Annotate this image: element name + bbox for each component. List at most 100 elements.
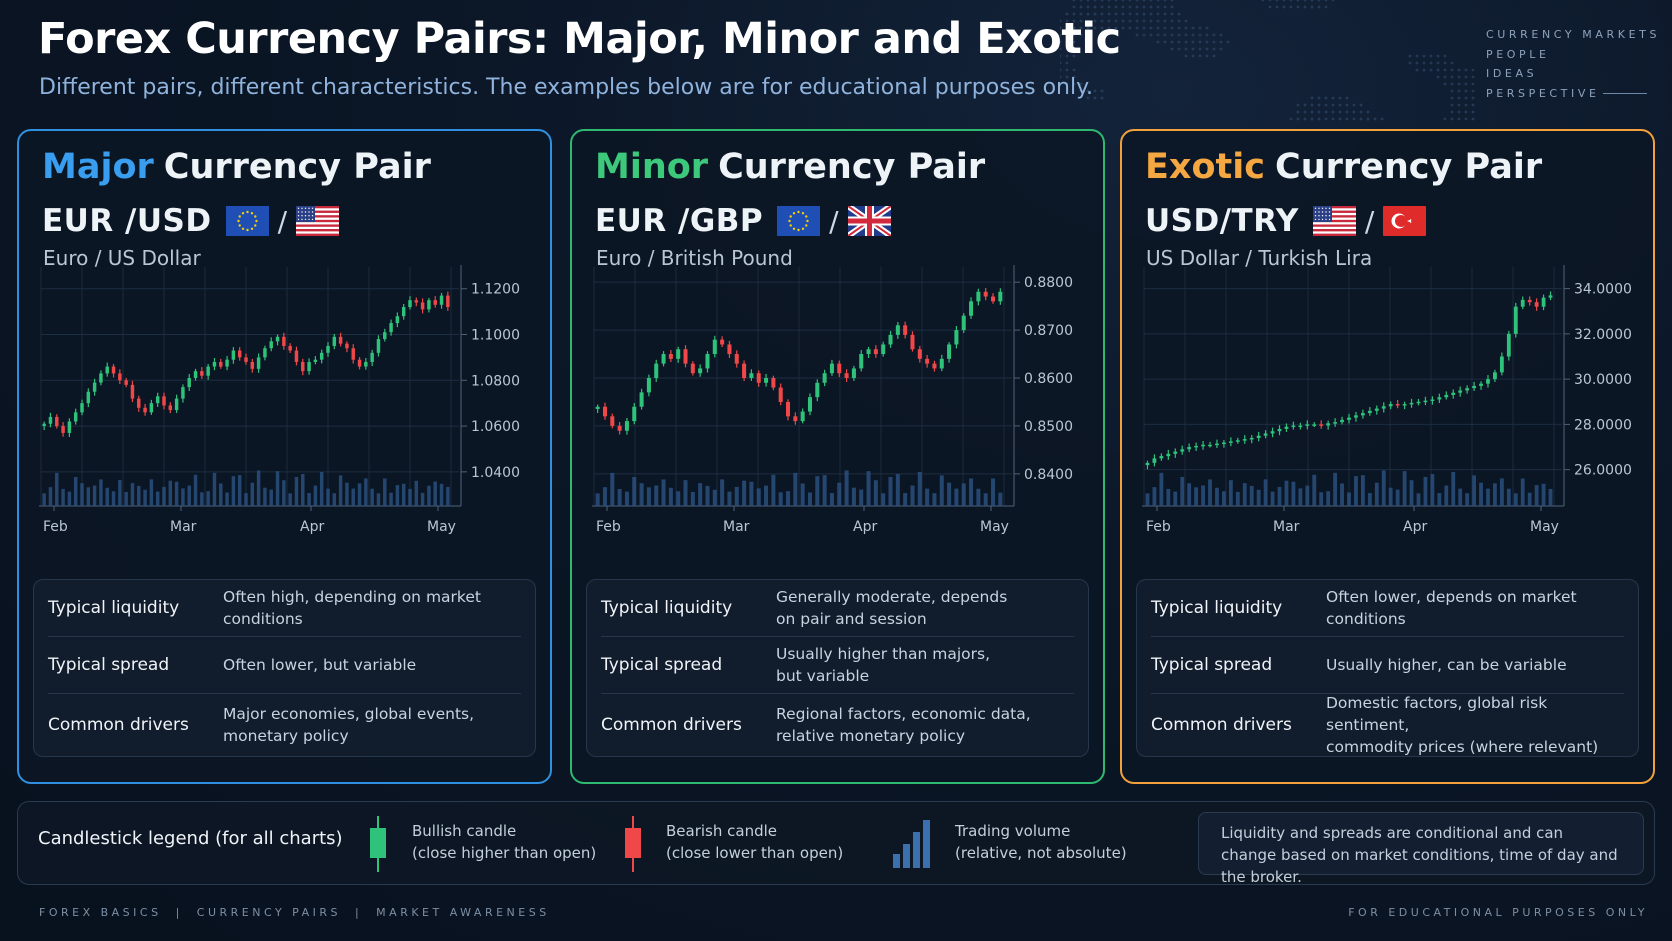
volume-bar bbox=[610, 472, 615, 506]
candle bbox=[1520, 296, 1525, 310]
y-tick-label: 32.0000 bbox=[1574, 327, 1632, 343]
y-tick-label: 0.8600 bbox=[1024, 371, 1073, 387]
candle bbox=[99, 370, 103, 386]
candle bbox=[939, 354, 944, 372]
candle bbox=[1416, 398, 1421, 406]
volume-bar bbox=[1534, 485, 1539, 506]
characteristic-label: Typical liquidity bbox=[48, 598, 180, 618]
candle bbox=[168, 402, 173, 414]
volume-bar bbox=[815, 476, 820, 506]
x-tick-label: Mar bbox=[723, 519, 750, 535]
candle bbox=[983, 287, 988, 301]
volume-bar bbox=[1166, 488, 1171, 506]
volume-bar bbox=[55, 472, 59, 506]
volume-bar bbox=[256, 470, 261, 506]
candle bbox=[1541, 294, 1546, 311]
candle bbox=[376, 335, 381, 357]
x-tick-label: Apr bbox=[1403, 519, 1427, 535]
volume-bar bbox=[932, 493, 937, 506]
candle bbox=[991, 293, 996, 304]
pair-symbol: EUR /GBP bbox=[595, 203, 764, 239]
candle bbox=[1465, 385, 1470, 394]
volume-bar bbox=[219, 483, 223, 506]
x-tick-label: Mar bbox=[1273, 519, 1300, 535]
candle bbox=[282, 332, 286, 350]
y-tick-label: 1.0400 bbox=[471, 465, 520, 481]
candle bbox=[844, 369, 849, 382]
candle bbox=[48, 412, 53, 428]
volume-bar bbox=[1506, 488, 1511, 506]
x-tick-label: Feb bbox=[596, 519, 621, 535]
volume-bar bbox=[698, 483, 703, 506]
volume-bar bbox=[42, 493, 46, 506]
volume-bar bbox=[174, 481, 179, 506]
characteristic-label: Common drivers bbox=[1151, 715, 1292, 735]
candle bbox=[1277, 425, 1282, 436]
volume-bar bbox=[1541, 483, 1546, 506]
volume-bar bbox=[86, 487, 91, 506]
volume-bar bbox=[345, 482, 349, 506]
candle bbox=[370, 349, 374, 367]
volume-bar bbox=[237, 475, 242, 506]
volume-bar bbox=[1249, 485, 1254, 506]
characteristic-value: Regional factors, economic data, relativ… bbox=[776, 705, 1031, 745]
panel-keyword: Major bbox=[42, 147, 154, 187]
footer-left: FOREX BASICS | CURRENCY PAIRS | MARKET A… bbox=[39, 906, 550, 919]
volume-bar bbox=[1277, 486, 1282, 506]
candle bbox=[712, 335, 717, 358]
candle bbox=[433, 296, 437, 308]
candle bbox=[92, 378, 97, 396]
candle bbox=[345, 341, 349, 353]
volume-bar bbox=[1486, 488, 1490, 506]
volume-bar bbox=[212, 472, 217, 506]
pair-row: USD/TRY / bbox=[1145, 201, 1427, 241]
candle bbox=[256, 353, 261, 373]
volume-bar bbox=[137, 485, 141, 506]
legend-bullish: Bullish candle (close higher than open) bbox=[412, 822, 597, 862]
eu-flag-icon bbox=[225, 206, 269, 236]
candle bbox=[1208, 441, 1212, 448]
pair-symbol: USD/TRY bbox=[1145, 203, 1299, 239]
volume-bar bbox=[947, 482, 952, 506]
brand-divider bbox=[1603, 93, 1647, 94]
candle bbox=[427, 297, 431, 313]
candle bbox=[1402, 401, 1407, 410]
volume-bar bbox=[800, 483, 805, 506]
volume-bar bbox=[389, 492, 393, 506]
characteristic-value: Usually higher, can be variable bbox=[1326, 656, 1567, 674]
candle bbox=[632, 403, 637, 425]
volume-bar bbox=[617, 488, 622, 506]
candle bbox=[275, 334, 280, 346]
volume-bar bbox=[1291, 481, 1296, 506]
candle bbox=[1187, 443, 1192, 453]
volume-bar bbox=[1458, 488, 1463, 506]
volume-bar bbox=[1548, 488, 1553, 506]
volume-bar bbox=[632, 476, 637, 506]
candle bbox=[219, 358, 223, 369]
pair-symbol: EUR /USD bbox=[42, 203, 212, 239]
candle bbox=[42, 421, 46, 431]
volume-bar bbox=[1416, 493, 1421, 506]
x-tick-label: May bbox=[980, 519, 1009, 535]
volume-bar bbox=[1402, 471, 1407, 506]
candle bbox=[720, 336, 725, 348]
volume-bar bbox=[1284, 480, 1289, 506]
volume-bar bbox=[294, 476, 299, 506]
volume-bar bbox=[231, 476, 236, 506]
candle bbox=[888, 330, 893, 348]
volume-bar bbox=[307, 493, 311, 506]
legend-bearish: Bearish candle (close lower than open) bbox=[666, 822, 844, 862]
eu-flag-icon bbox=[777, 206, 821, 236]
candle bbox=[822, 369, 827, 387]
candle bbox=[288, 343, 292, 354]
candle bbox=[61, 422, 65, 437]
panel-title-rest: Currency Pair bbox=[1275, 147, 1543, 187]
candle bbox=[925, 354, 930, 368]
volume-bar bbox=[1333, 472, 1338, 506]
volume-bar bbox=[1228, 480, 1233, 506]
volume-bar bbox=[851, 487, 856, 506]
volume-bar bbox=[61, 488, 65, 506]
candle bbox=[998, 288, 1003, 305]
candle bbox=[111, 364, 116, 378]
volume-bar bbox=[1354, 476, 1358, 506]
